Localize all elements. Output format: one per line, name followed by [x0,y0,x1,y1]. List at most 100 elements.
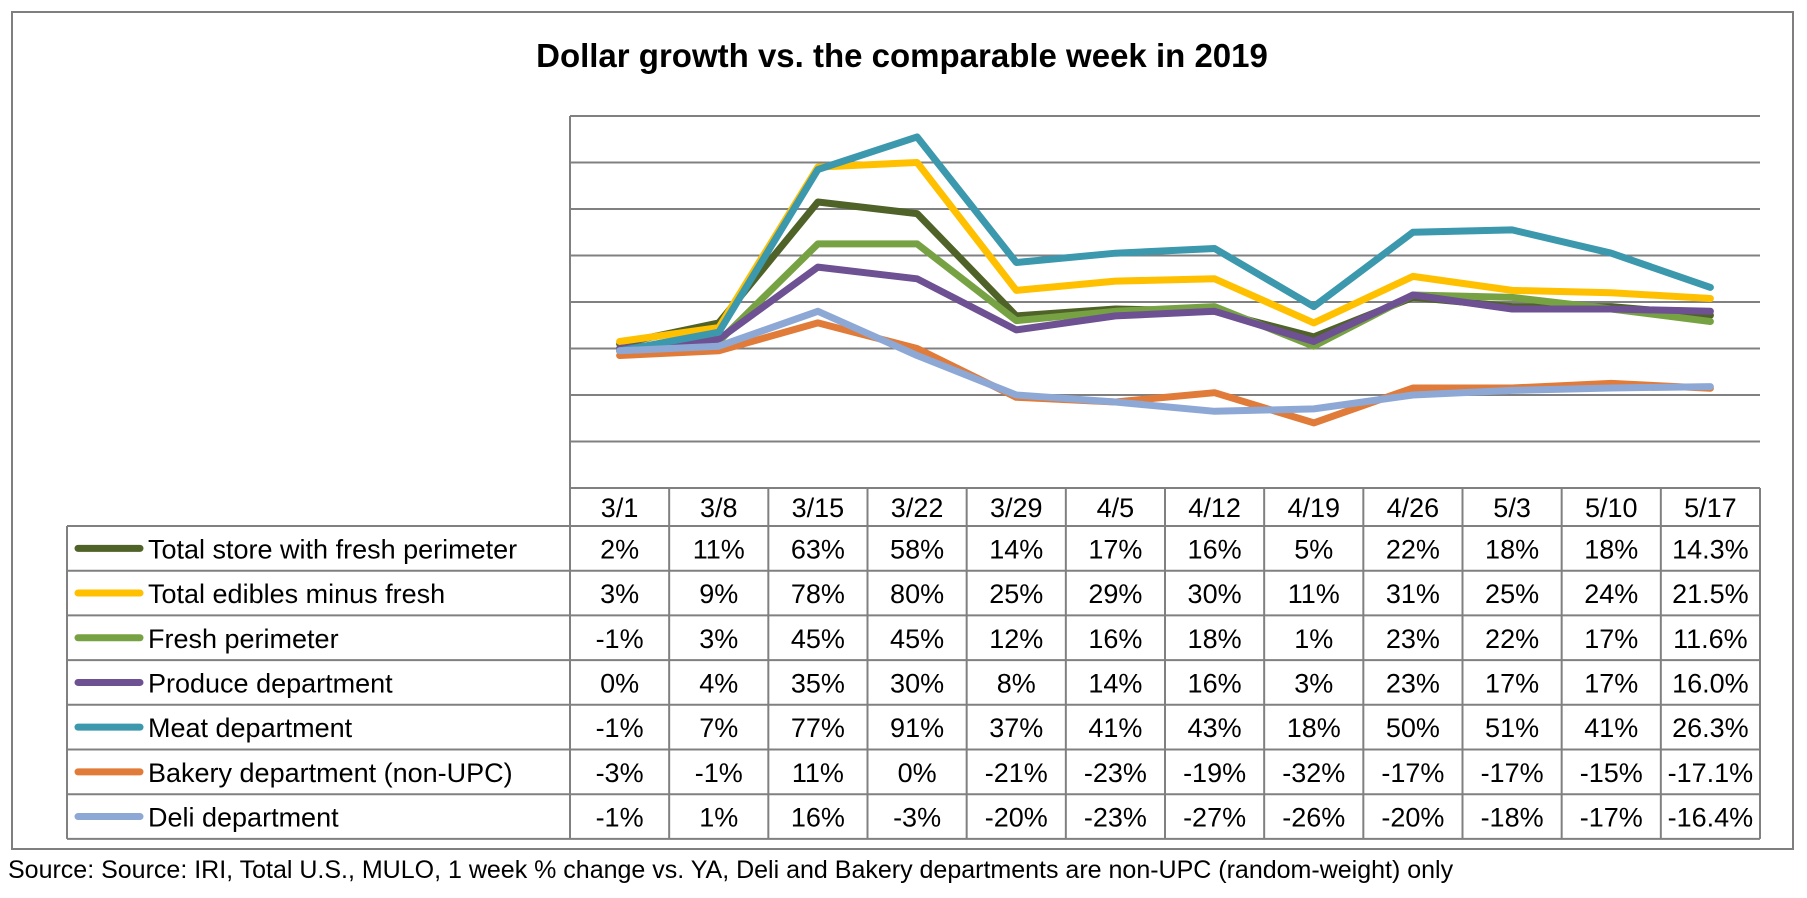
legend-label: Deli department [148,803,339,833]
data-label: 11% [792,758,844,788]
category-label: 3/22 [891,493,944,523]
series-line-6 [616,307,1714,415]
data-label: 16.0% [1672,668,1749,698]
data-label: -27% [1183,803,1246,833]
data-label: -18% [1481,803,1544,833]
data-label: 22% [1485,624,1539,654]
data-label: -23% [1084,803,1147,833]
data-label: 30% [890,668,944,698]
data-label: -3% [893,803,941,833]
data-label: -17% [1381,758,1444,788]
data-label: 7% [699,713,738,743]
data-label: 8% [997,668,1036,698]
data-label: 24% [1584,579,1638,609]
data-label: 11% [1288,579,1340,609]
data-label: 30% [1188,579,1242,609]
data-label: 17% [1088,534,1142,564]
data-label: 3% [699,624,738,654]
data-label: 22% [1386,534,1440,564]
category-label: 4/26 [1387,493,1440,523]
category-label: 4/12 [1188,493,1241,523]
data-label: 45% [890,624,944,654]
data-label: -20% [1381,803,1444,833]
data-label: 17% [1485,668,1539,698]
data-label: 4% [699,668,738,698]
category-label: 3/8 [700,493,738,523]
data-label: 25% [989,579,1043,609]
data-label: 12% [989,624,1043,654]
data-label: 78% [791,579,845,609]
data-label: -32% [1282,758,1345,788]
category-label: 5/10 [1585,493,1638,523]
category-label: 4/5 [1097,493,1135,523]
data-label: -17% [1580,803,1643,833]
data-label: -21% [985,758,1048,788]
data-label: 16% [1188,668,1242,698]
data-label: 16% [1188,534,1242,564]
data-label: 58% [890,534,944,564]
data-label: -3% [596,758,644,788]
data-label: 91% [890,713,944,743]
data-label: 43% [1188,713,1242,743]
data-label: -20% [985,803,1048,833]
data-label: -1% [695,758,743,788]
category-label: 3/29 [990,493,1043,523]
data-label: 41% [1584,713,1638,743]
chart-title: Dollar growth vs. the comparable week in… [536,37,1268,74]
data-label: 35% [791,668,845,698]
data-label: -17.1% [1668,758,1754,788]
data-label: 18% [1287,713,1341,743]
data-label: 16% [1088,624,1142,654]
data-label: 0% [600,668,639,698]
data-label: 45% [791,624,845,654]
data-label: 41% [1088,713,1142,743]
category-label: 3/1 [601,493,639,523]
data-label: 1% [1294,624,1333,654]
data-table: 3/1 3/8 3/15 3/22 3/29 4/5 4/12 4/19 4/26 5/3 5/10… [66,487,1761,840]
data-label: 26.3% [1672,713,1749,743]
data-label: -1% [596,624,644,654]
data-label: 51% [1485,713,1539,743]
data-label: 23% [1386,668,1440,698]
legend-label: Bakery department (non-UPC) [148,758,513,788]
data-label: 9% [699,579,738,609]
data-label: 17% [1584,668,1638,698]
data-label: 23% [1386,624,1440,654]
series-line-4 [616,133,1714,355]
category-label: 5/17 [1684,493,1737,523]
data-label: -17% [1481,758,1544,788]
data-label: 80% [890,579,944,609]
data-label: 3% [600,579,639,609]
data-label: 0% [898,758,937,788]
data-label: 14% [1088,668,1142,698]
series-lines [616,133,1714,427]
data-label: -26% [1282,803,1345,833]
data-label: 14% [989,534,1043,564]
legend-label: Fresh perimeter [148,624,339,654]
data-label: 17% [1584,624,1638,654]
data-label: 18% [1584,534,1638,564]
data-label: 18% [1188,624,1242,654]
data-label: 21.5% [1672,579,1749,609]
data-label: 1% [699,803,738,833]
data-label: -1% [596,713,644,743]
data-label: 63% [791,534,845,564]
chart-frame [11,11,1794,850]
data-label: -1% [596,803,644,833]
data-label: 5% [1294,534,1333,564]
data-label: 37% [989,713,1043,743]
data-label: 16% [791,803,845,833]
series-line-2 [616,240,1714,355]
data-label: -15% [1580,758,1643,788]
data-label: 29% [1088,579,1142,609]
data-label: 18% [1485,534,1539,564]
legend-label: Total store with fresh perimeter [148,534,517,564]
series-line-3 [616,263,1714,352]
data-label: 25% [1485,579,1539,609]
data-label: 14.3% [1672,534,1749,564]
data-label: -23% [1084,758,1147,788]
legend-label: Total edibles minus fresh [148,579,445,609]
category-label: 3/15 [792,493,845,523]
legend-label: Meat department [148,713,353,743]
